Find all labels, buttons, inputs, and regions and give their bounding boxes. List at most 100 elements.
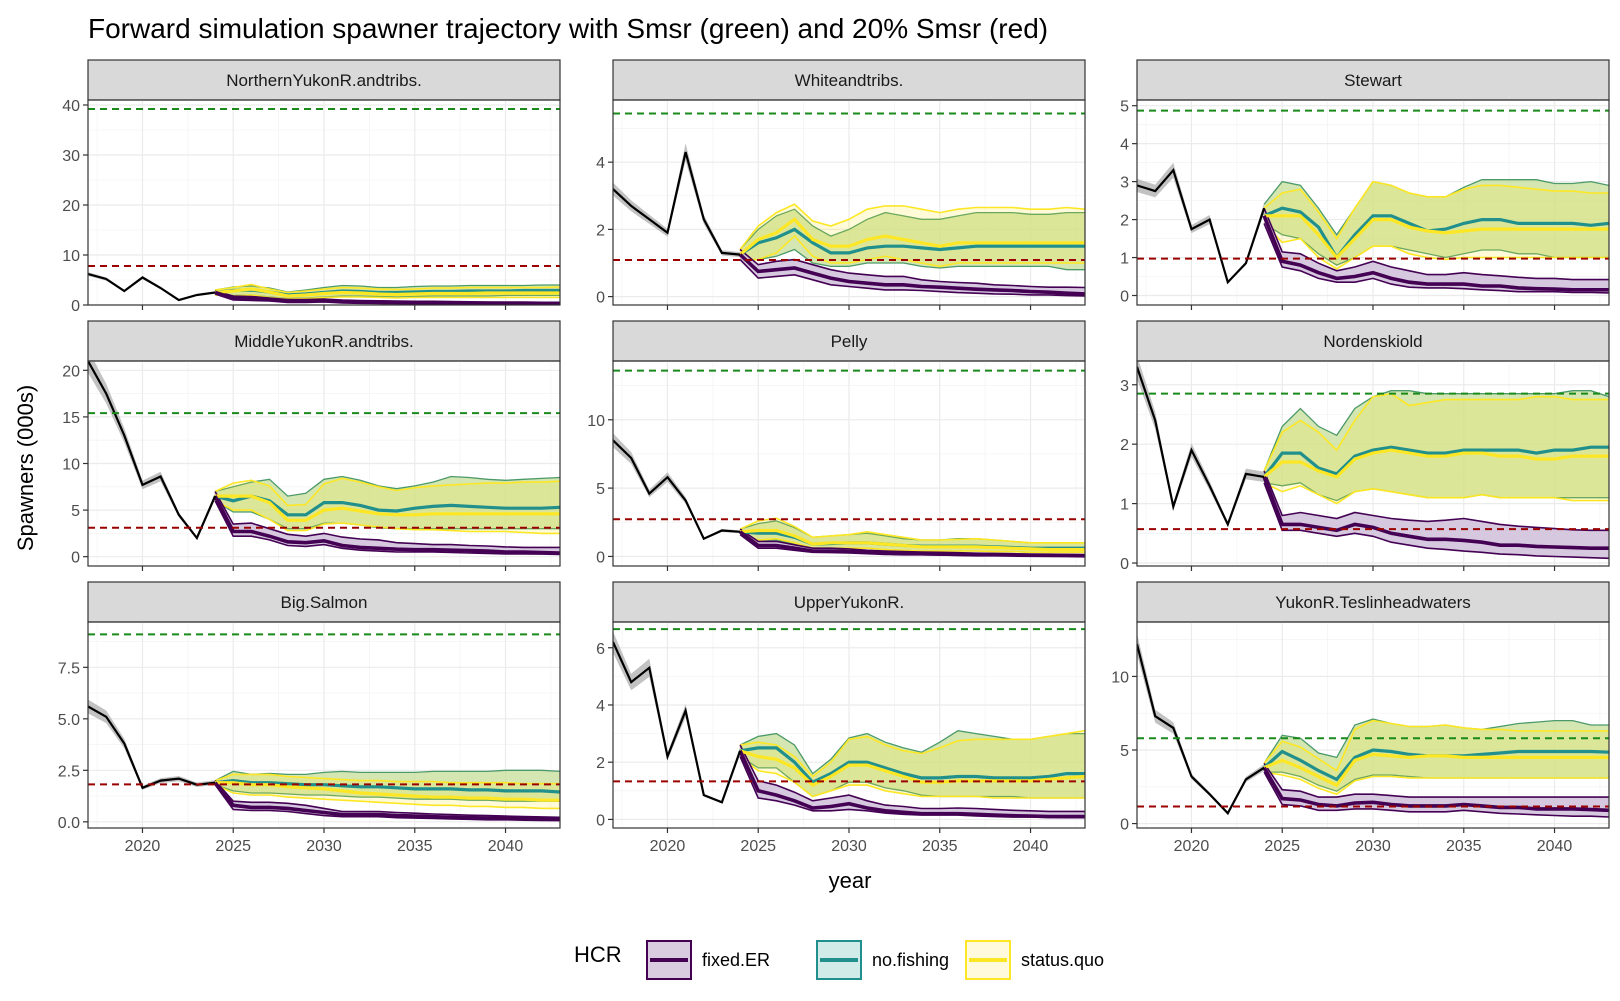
status-quo-line bbox=[1263, 752, 1609, 788]
status-quo-line bbox=[1263, 448, 1609, 479]
facet-panel: YukonR.Teslinheadwaters 0 5 10 2020 2025 2030 2… bbox=[1111, 581, 1610, 855]
facet-strip bbox=[87, 581, 561, 623]
status-quo-band-upper bbox=[214, 283, 560, 294]
x-axis-title: year bbox=[829, 868, 872, 893]
status-quo-band-upper bbox=[739, 729, 1085, 778]
status-quo-band-upper bbox=[1263, 392, 1609, 472]
facet-strip bbox=[612, 320, 1086, 362]
no-fishing-band-lower bbox=[214, 784, 560, 802]
fixed-er-line bbox=[214, 290, 560, 305]
status-quo-band-upper bbox=[739, 203, 1085, 250]
y-tick-label: 4 bbox=[596, 698, 605, 715]
plot-area bbox=[88, 100, 560, 305]
fixed-er-band-upper bbox=[214, 491, 560, 549]
y-tick-label: 5 bbox=[1120, 99, 1129, 116]
status-quo-band-lower bbox=[1263, 771, 1609, 796]
legend-label: fixed.ER bbox=[702, 950, 770, 970]
fixed-er-line bbox=[738, 750, 1085, 819]
status-quo-band-upper bbox=[739, 517, 1085, 544]
history-line bbox=[613, 151, 741, 256]
y-tick-label: 0 bbox=[71, 550, 80, 567]
facet-panel: Nordenskiold 0 1 2 3 bbox=[1120, 320, 1610, 573]
legend-item: no.fishing bbox=[816, 940, 949, 980]
x-tick-label: 2025 bbox=[1264, 838, 1300, 855]
x-tick-label: 2035 bbox=[397, 838, 433, 855]
fixed-er-line bbox=[1262, 215, 1609, 292]
x-tick-label: 2030 bbox=[1355, 838, 1391, 855]
fixed-er-band bbox=[1264, 208, 1609, 293]
plot-area bbox=[613, 622, 1085, 828]
history-band bbox=[613, 631, 741, 804]
facet-strip bbox=[612, 581, 1086, 623]
y-tick-label: 2 bbox=[1120, 437, 1129, 454]
fixed-er-band-lower bbox=[1263, 223, 1609, 294]
facet-panel: NorthernYukonR.andtribs. 0 10 20 30 40 bbox=[62, 59, 561, 315]
facet-strip-label: NorthernYukonR.andtribs. bbox=[226, 71, 422, 90]
y-tick-label: 5 bbox=[596, 481, 605, 498]
chart-title: Forward simulation spawner trajectory wi… bbox=[88, 13, 1048, 44]
no-fishing-band-lower bbox=[740, 248, 1085, 271]
facet-panel: UpperYukonR. 0 2 4 6 2020 2025 2030 2035 2040 bbox=[596, 581, 1086, 855]
facet-strip bbox=[87, 59, 561, 101]
y-tick-label: 1 bbox=[1120, 497, 1129, 514]
y-tick-label: 5 bbox=[71, 503, 80, 520]
y-tick-label: 10 bbox=[62, 248, 80, 265]
x-tick-label: 2025 bbox=[740, 838, 776, 855]
y-tick-label: 6 bbox=[596, 641, 605, 658]
facet-panel: Big.Salmon 0.0 2.5 5.0 7.5 2020 2025 2030 2035 20… bbox=[58, 581, 561, 855]
plot-area bbox=[88, 361, 560, 566]
y-tick-label: 10 bbox=[587, 413, 605, 430]
fixed-er-line bbox=[738, 253, 1085, 296]
status-quo-band-lower bbox=[214, 783, 560, 810]
facet-panel: Pelly 0 5 10 bbox=[587, 320, 1086, 571]
facet-strip-label: Big.Salmon bbox=[281, 593, 368, 612]
y-tick-label: 0 bbox=[1120, 817, 1129, 834]
y-tick-label: 3 bbox=[1120, 175, 1129, 192]
facet-panels: NorthernYukonR.andtribs.010203040Whitean… bbox=[58, 59, 1610, 855]
facet-strip-label: UpperYukonR. bbox=[794, 593, 905, 612]
status-quo-band bbox=[1264, 181, 1609, 269]
no-fishing-line bbox=[214, 494, 560, 517]
no-fishing-band-upper bbox=[214, 769, 560, 782]
facet-strip bbox=[1136, 581, 1610, 623]
status-quo-band-lower bbox=[739, 533, 1085, 554]
y-tick-label: 2.5 bbox=[58, 763, 80, 780]
facet-strip-label: YukonR.Teslinheadwaters bbox=[1275, 593, 1471, 612]
status-quo-line bbox=[215, 494, 560, 522]
y-tick-label: 4 bbox=[1120, 137, 1129, 154]
y-tick-label: 0 bbox=[596, 812, 605, 829]
no-fishing-line bbox=[214, 778, 560, 794]
y-tick-label: 2 bbox=[596, 222, 605, 239]
y-tick-label: 5.0 bbox=[58, 712, 80, 729]
legend: HCR fixed.ER no.fishing status.quo bbox=[574, 940, 1104, 980]
plot-area bbox=[613, 361, 1085, 566]
legend-title: HCR bbox=[574, 942, 622, 967]
facet-strip-label: Stewart bbox=[1344, 71, 1402, 90]
x-tick-label: 2025 bbox=[215, 838, 251, 855]
y-tick-label: 40 bbox=[62, 98, 80, 115]
fixed-er-line bbox=[213, 495, 560, 555]
facet-strip bbox=[1136, 320, 1610, 362]
history-line bbox=[1137, 366, 1265, 528]
x-tick-label: 2020 bbox=[125, 838, 161, 855]
facet-panel: MiddleYukonR.andtribs. 0 5 10 15 20 bbox=[62, 320, 561, 571]
status-quo-band-lower bbox=[214, 500, 560, 535]
y-tick-label: 20 bbox=[62, 363, 80, 380]
plot-area bbox=[1137, 361, 1609, 566]
y-tick-label: 10 bbox=[1111, 669, 1129, 686]
x-tick-label: 2040 bbox=[1013, 838, 1049, 855]
y-tick-label: 2 bbox=[596, 755, 605, 772]
history-band bbox=[1137, 162, 1265, 283]
y-axis-title: Spawners (000s) bbox=[13, 385, 38, 551]
fixed-er-band-upper bbox=[214, 780, 560, 819]
y-tick-label: 0 bbox=[1120, 556, 1129, 573]
no-fishing-line bbox=[739, 746, 1085, 785]
x-tick-label: 2030 bbox=[306, 838, 342, 855]
legend-label: no.fishing bbox=[872, 950, 949, 970]
y-tick-label: 7.5 bbox=[58, 660, 80, 677]
fixed-er-line bbox=[739, 530, 1085, 558]
plot-area bbox=[1137, 622, 1609, 828]
fixed-er-band-lower bbox=[1263, 771, 1609, 818]
status-quo-band-upper bbox=[1263, 180, 1609, 241]
